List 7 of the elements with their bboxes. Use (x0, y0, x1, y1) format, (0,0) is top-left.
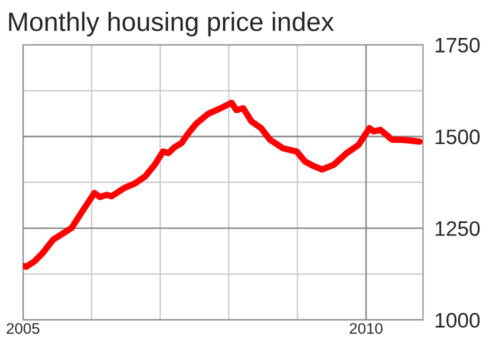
x-tick-label: 2005 (6, 323, 40, 334)
x-tick-label: 2010 (350, 323, 382, 334)
y-tick-label: 1500 (436, 130, 480, 144)
y-tick-label: 1250 (436, 221, 480, 236)
y-tick-label: 1000 (436, 312, 480, 328)
chart-title: Monthly housing price index (9, 12, 334, 36)
y-tick-label: 1750 (436, 38, 480, 53)
